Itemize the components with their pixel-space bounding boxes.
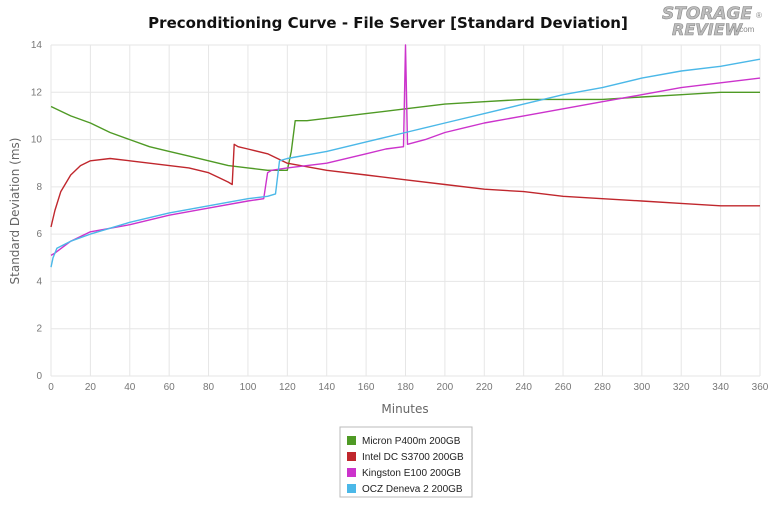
x-tick-label: 340 xyxy=(712,382,729,393)
x-tick-label: 260 xyxy=(555,382,572,393)
series-line-kingston-e100-200gb xyxy=(50,44,761,257)
x-tick-label: 160 xyxy=(358,382,375,393)
y-tick-label: 14 xyxy=(31,40,43,51)
legend-label: Kingston E100 200GB xyxy=(362,468,461,479)
x-tick-label: 60 xyxy=(164,382,176,393)
x-tick-label: 240 xyxy=(515,382,532,393)
x-tick-label: 40 xyxy=(124,382,136,393)
x-axis-ticks: 0 20 40 60 80 100 120 140 160 180 200 220 240 260 280 3… xyxy=(48,382,769,393)
y-axis-label: Standard Deviation (ms) xyxy=(8,138,22,285)
legend-box xyxy=(339,426,473,498)
x-tick-label: 100 xyxy=(240,382,257,393)
y-tick-label: 8 xyxy=(36,182,42,193)
legend-swatch xyxy=(347,468,356,477)
x-tick-label: 200 xyxy=(437,382,454,393)
storagereview-logo: STORAGE REVIEW .com ® xyxy=(662,4,762,40)
x-tick-label: 360 xyxy=(752,382,769,393)
grid xyxy=(50,44,761,377)
x-tick-label: 140 xyxy=(318,382,335,393)
logo-line-1: STORAGE xyxy=(662,4,752,24)
y-tick-label: 10 xyxy=(31,135,43,146)
series-line-ocz-deneva-2-200gb xyxy=(50,58,761,268)
y-tick-label: 0 xyxy=(36,371,42,382)
legend-swatch xyxy=(347,452,356,461)
x-tick-label: 220 xyxy=(476,382,493,393)
legend-label: Micron P400m 200GB xyxy=(362,436,461,447)
x-tick-label: 0 xyxy=(48,382,54,393)
y-tick-label: 4 xyxy=(36,276,42,287)
x-tick-label: 300 xyxy=(633,382,650,393)
logo-suffix: .com xyxy=(737,25,755,34)
legend-swatch xyxy=(347,484,356,493)
x-tick-label: 120 xyxy=(279,382,296,393)
y-tick-label: 6 xyxy=(36,229,42,240)
series-lines xyxy=(50,44,761,268)
series-line-micron-p400m-200gb xyxy=(50,91,760,172)
y-tick-label: 2 xyxy=(36,324,42,335)
legend-swatch xyxy=(347,436,356,445)
logo-registered-mark: ® xyxy=(756,11,762,20)
x-tick-label: 180 xyxy=(397,382,414,393)
x-axis-label: Minutes xyxy=(381,402,428,416)
legend: Micron P400m 200GB Intel DC S3700 200GB Ki… xyxy=(339,426,473,498)
chart-title: Preconditioning Curve - File Server [Sta… xyxy=(148,14,628,32)
x-tick-label: 80 xyxy=(203,382,215,393)
y-axis-ticks: 0 2 4 6 8 10 12 14 xyxy=(31,40,43,382)
logo-line-2: REVIEW xyxy=(672,20,744,39)
x-tick-label: 320 xyxy=(673,382,690,393)
x-tick-label: 280 xyxy=(594,382,611,393)
legend-label: Intel DC S3700 200GB xyxy=(362,452,464,463)
series-line-intel-dc-s3700-200gb xyxy=(50,143,760,228)
x-tick-label: 20 xyxy=(85,382,97,393)
legend-label: OCZ Deneva 2 200GB xyxy=(362,484,463,495)
y-tick-label: 12 xyxy=(31,87,43,98)
